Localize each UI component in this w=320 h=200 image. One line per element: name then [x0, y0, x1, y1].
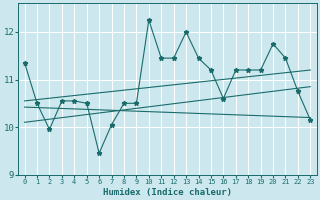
X-axis label: Humidex (Indice chaleur): Humidex (Indice chaleur) [103, 188, 232, 197]
